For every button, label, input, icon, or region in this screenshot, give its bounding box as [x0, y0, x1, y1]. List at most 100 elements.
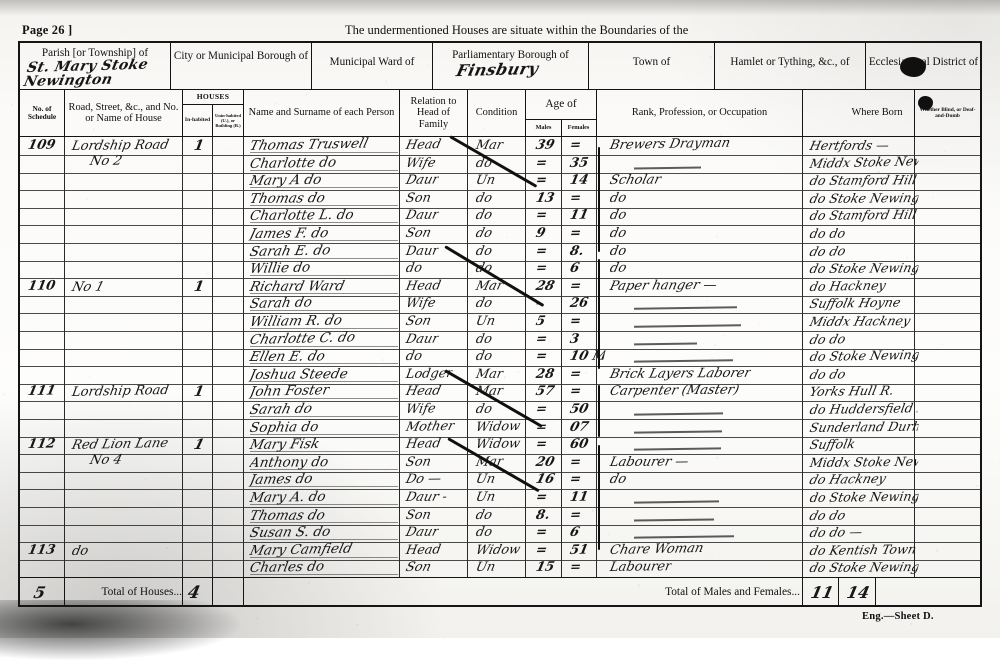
- table-row[interactable]: Mary A do Daur Un = 14 Scholar do Stamford Hil…: [20, 172, 980, 190]
- cell-occupation: Brewers Drayman: [608, 136, 731, 153]
- ink-blot-icon: [900, 57, 926, 77]
- cell-road: do: [71, 543, 90, 558]
- cell-relation: Son: [404, 313, 433, 329]
- header-schedule: No. of Schedule: [20, 90, 64, 136]
- name-underline: [250, 539, 398, 540]
- name-underline: [250, 363, 398, 364]
- cell-occupation: Labourer —: [608, 454, 690, 470]
- cell-relation: Head: [405, 436, 442, 452]
- table-row[interactable]: 112 Red Lion Lane No 4 1 Mary Fisk Head Widow =…: [20, 436, 980, 454]
- cell-relation: Wife: [405, 296, 437, 311]
- cell-age-male: 28: [534, 279, 556, 294]
- table-row[interactable]: Thomas do Son do 13 = do do Stoke Newington: [20, 190, 980, 208]
- cell-age-male: 16: [534, 472, 556, 487]
- occupation-blank-dash: [634, 324, 741, 327]
- name-underline: [250, 469, 398, 470]
- cell-relation: Daur: [404, 525, 440, 540]
- table-row[interactable]: Willie dododo=6dodo Stoke Newington: [20, 260, 980, 278]
- cell-condition: do: [474, 191, 493, 206]
- table-row[interactable]: Susan S. do Daur do = 6 do do —: [20, 524, 980, 542]
- cell-age-female: =: [568, 384, 582, 399]
- cell-age-male: 20: [534, 455, 556, 470]
- table-row[interactable]: James F. do Son do 9 = do do do: [20, 225, 980, 243]
- cell-relation: do: [404, 349, 423, 364]
- cell-condition: Un: [475, 490, 497, 505]
- table-row[interactable]: Ellen E. dododo=10 Mthdo Stoke Newington: [20, 348, 980, 366]
- cell-where-born: Sunderland Durham: [808, 419, 919, 435]
- census-table: Parish [or Township] of St. Mary Stoke N…: [18, 41, 982, 607]
- occupation-blank-dash: [634, 535, 734, 538]
- cell-age-male: 8.: [535, 508, 551, 523]
- cell-condition: do: [475, 525, 494, 540]
- cell-relation: Son: [405, 508, 432, 523]
- cell-age-female: 6: [568, 525, 581, 540]
- name-underline: [250, 416, 398, 417]
- cell-relation: Daur -: [404, 490, 449, 505]
- name-underline: [250, 522, 398, 523]
- totals-persons-label: Total of Males and Females...: [600, 586, 800, 598]
- table-row[interactable]: 111 Lordship Road 1 John Foster Head Mar 57 = Ca…: [20, 383, 980, 401]
- cell-relation: Daur: [404, 332, 440, 347]
- table-row[interactable]: 109 Lordship Road No 2 1 Thomas Truswell Head…: [20, 137, 980, 155]
- cell-age-male: =: [534, 332, 549, 347]
- name-underline: [250, 346, 398, 347]
- table-row[interactable]: Sarah doWifedo-26Suffolk Hoyne: [20, 295, 980, 313]
- cell-where-born: do Stoke Newington: [808, 190, 920, 206]
- column-header-row: No. of Schedule Road, Street, &c., and N…: [20, 90, 980, 137]
- cell-age-male: 39: [534, 138, 556, 153]
- header-age-males: Males: [526, 120, 561, 136]
- cell-age-male: 9: [534, 226, 547, 241]
- cell-relation: Head: [405, 278, 442, 294]
- cell-age-female: =: [569, 560, 582, 575]
- cell-age-female: 14: [569, 173, 590, 188]
- header-houses-inhabited: In-habited: [183, 105, 212, 136]
- cell-where-born: Middx Hackney: [808, 313, 912, 329]
- name-underline: [250, 504, 398, 505]
- cell-age-female: 3: [569, 332, 581, 347]
- occupation-blank-dash: [634, 430, 722, 433]
- cell-occupation: Paper hanger —: [608, 278, 718, 294]
- occupation-blank-dash: [634, 306, 737, 309]
- table-row[interactable]: William R. do Son Un 5 = Middx Hackney: [20, 313, 980, 331]
- cell-where-born: Hertfords —: [808, 137, 890, 153]
- cell-occupation: do: [609, 244, 628, 259]
- cell-condition: Un: [474, 560, 497, 575]
- name-underline: [250, 205, 398, 206]
- name-underline: [250, 381, 398, 382]
- cell-relation: Son: [405, 454, 433, 470]
- cell-relation: Son: [404, 226, 432, 241]
- table-row[interactable]: Thomas do Son do 8. = do do: [20, 507, 980, 525]
- table-row[interactable]: James do Do — Un 16 = do do Hackney: [20, 471, 980, 489]
- table-row[interactable]: Charlotte L. do Daur do = 11 do do Stamford Hi…: [20, 207, 980, 225]
- cell-where-born: do do: [808, 331, 847, 347]
- header-houses-title: HOUSES: [183, 90, 243, 105]
- cell-relation: Wife: [405, 401, 437, 417]
- table-row[interactable]: Sophia do Mother Widow = 07 Sunderland Durham: [20, 419, 980, 437]
- cell-age-male: =: [534, 156, 548, 171]
- cell-where-born: do Hackney: [809, 278, 888, 294]
- cell-age-female: =: [569, 455, 583, 470]
- cell-occupation: do: [608, 226, 627, 241]
- cell-age-female: =: [568, 226, 582, 241]
- table-row[interactable]: Joshua Steede Lodger Mar 28 = Brick Layers La…: [20, 366, 980, 384]
- name-underline: [250, 258, 398, 259]
- cell-where-born: Middx Stoke Newington: [808, 153, 920, 171]
- table-row[interactable]: 113 do Mary Camfield Head Widow = 51 Chare Woma…: [20, 542, 980, 560]
- cell-condition: Un: [475, 173, 497, 188]
- table-row[interactable]: Mary A. do Daur - Un = 11 do Stoke Newington: [20, 489, 980, 507]
- cell-age-male: =: [534, 261, 548, 276]
- table-row[interactable]: Sarah E. do Daur do = 8. do do do: [20, 243, 980, 261]
- cell-houses-inhabited: 1: [193, 279, 205, 295]
- cell-occupation: do: [608, 191, 627, 206]
- table-row[interactable]: Charles do Son Un 15 = Labourer do Stoke Newin…: [20, 559, 980, 577]
- census-entries-grid: 109 Lordship Road No 2 1 Thomas Truswell Head…: [20, 137, 980, 577]
- table-row[interactable]: Charlotte C. do Daur do = 3 do do: [20, 331, 980, 349]
- cell-where-born: do Huddersfield MA: [809, 400, 920, 417]
- cell-age-male: 13: [534, 191, 555, 206]
- cell-houses-inhabited: 1: [193, 138, 205, 154]
- cell-relation: Wife: [404, 156, 437, 171]
- cell-where-born: do Stoke Newington: [808, 559, 920, 575]
- header-occupation: Rank, Profession, or Occupation: [597, 90, 802, 136]
- totals-females-count: 14: [845, 583, 871, 602]
- name-underline: [250, 275, 398, 276]
